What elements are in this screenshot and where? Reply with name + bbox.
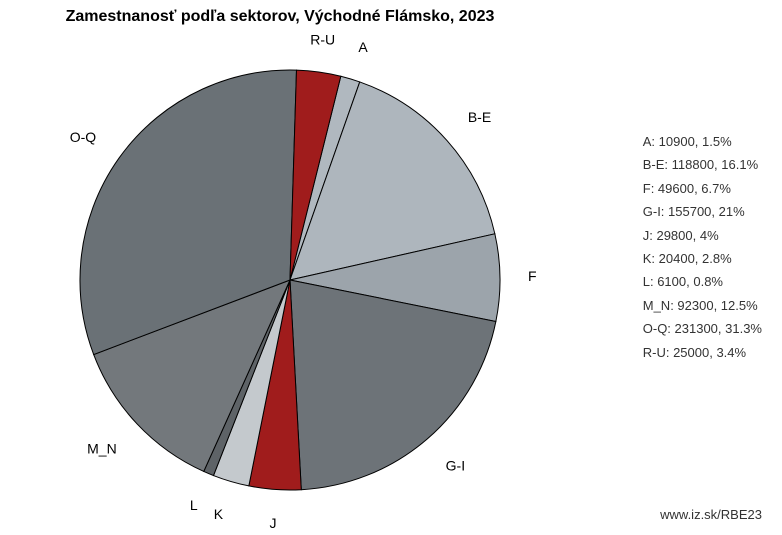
slice-label: B-E (468, 109, 491, 125)
slice-label: A (358, 39, 368, 55)
slice-label: G-I (446, 457, 465, 473)
slice-label: K (214, 506, 224, 522)
chart-title: Zamestnanosť podľa sektorov, Východné Fl… (0, 8, 560, 26)
pie-chart: A B-E F G-I J KL M_N O-Q R-U (30, 30, 590, 535)
slice-label: L (190, 497, 198, 513)
legend-item: G-I: 155700, 21% (643, 200, 762, 223)
footer-url: www.iz.sk/RBE23 (660, 507, 762, 522)
legend-item: K: 20400, 2.8% (643, 247, 762, 270)
slice-label: M_N (87, 441, 117, 457)
legend-item: O-Q: 231300, 31.3% (643, 317, 762, 340)
legend-item: J: 29800, 4% (643, 224, 762, 247)
legend-item: L: 6100, 0.8% (643, 270, 762, 293)
legend-item: R-U: 25000, 3.4% (643, 341, 762, 364)
slice-label: F (528, 268, 537, 284)
legend-item: A: 10900, 1.5% (643, 130, 762, 153)
slice-label: J (269, 515, 276, 531)
legend: A: 10900, 1.5%B-E: 118800, 16.1%F: 49600… (643, 130, 762, 364)
legend-item: F: 49600, 6.7% (643, 177, 762, 200)
legend-item: B-E: 118800, 16.1% (643, 153, 762, 176)
legend-item: M_N: 92300, 12.5% (643, 294, 762, 317)
slice-label: O-Q (70, 129, 97, 145)
slice-label: R-U (310, 31, 335, 47)
